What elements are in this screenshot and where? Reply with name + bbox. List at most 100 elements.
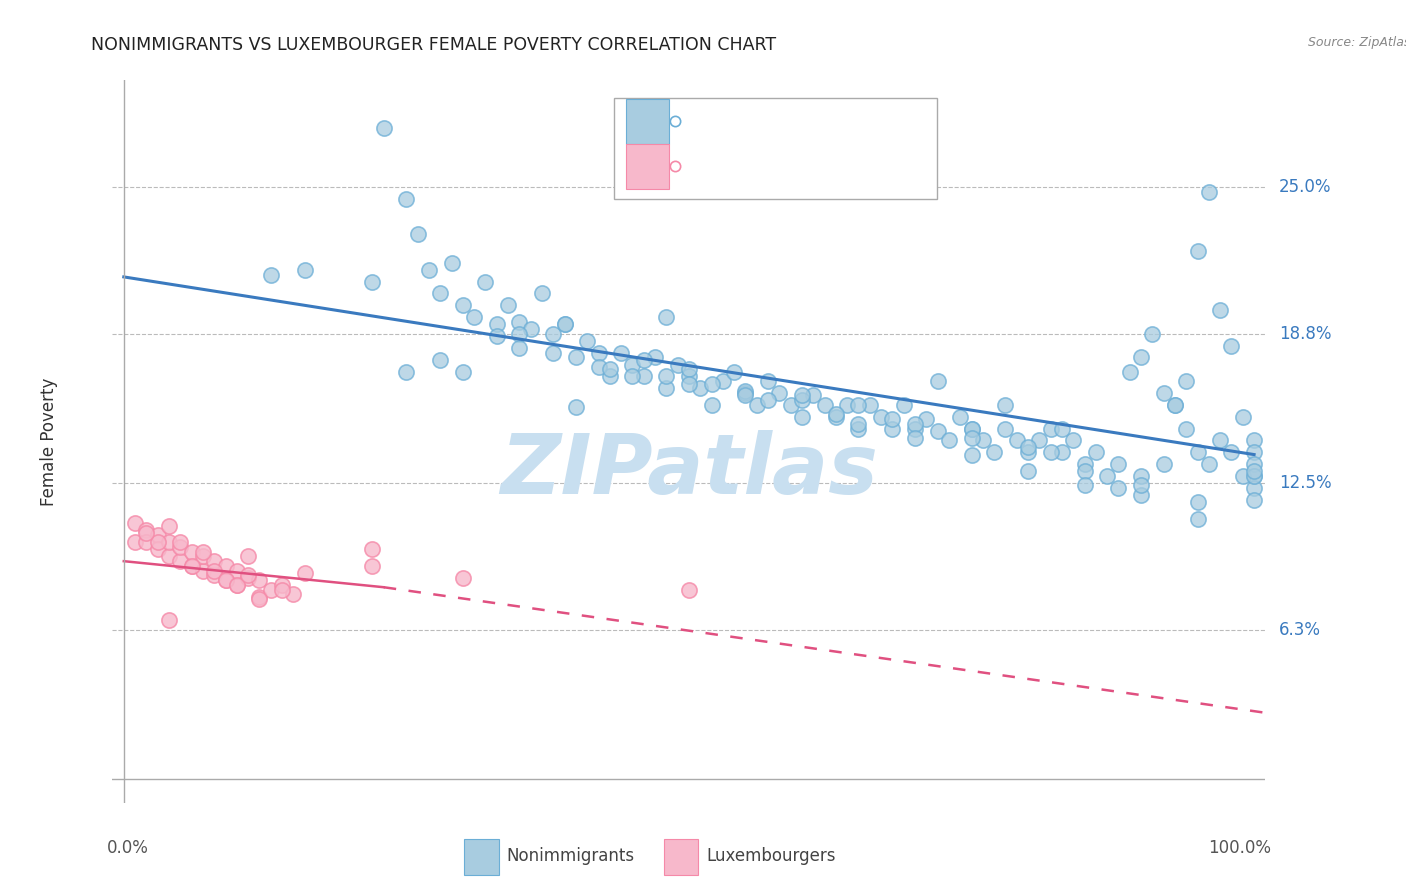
Text: Source: ZipAtlas.com: Source: ZipAtlas.com: [1308, 36, 1406, 49]
Text: 6.3%: 6.3%: [1279, 621, 1322, 639]
Point: [848, 421, 870, 435]
Point: [191, 549, 214, 564]
Point: [1209, 434, 1232, 448]
Point: [1175, 374, 1198, 388]
Point: [249, 573, 271, 587]
Text: 0.0%: 0.0%: [107, 838, 149, 857]
Point: [1175, 421, 1198, 435]
Point: [225, 578, 247, 592]
Point: [655, 369, 678, 384]
Text: 25.0%: 25.0%: [1279, 178, 1331, 196]
Point: [1130, 478, 1153, 492]
Point: [825, 409, 848, 424]
Point: [825, 407, 848, 421]
Text: R = -0.074   N =  45: R = -0.074 N = 45: [699, 157, 896, 175]
Point: [949, 409, 972, 424]
Point: [146, 542, 169, 557]
Point: [960, 421, 983, 435]
Point: [655, 310, 678, 325]
Point: [135, 535, 157, 549]
Point: [1243, 434, 1265, 448]
Point: [214, 558, 236, 573]
Point: [191, 544, 214, 558]
Point: [1130, 469, 1153, 483]
Point: [870, 409, 893, 424]
Point: [1243, 481, 1265, 495]
Point: [904, 421, 927, 435]
Point: [813, 398, 835, 412]
Point: [790, 393, 813, 408]
Point: [848, 398, 870, 412]
Point: [202, 568, 225, 582]
Point: [1243, 469, 1265, 483]
Point: [260, 268, 283, 282]
Point: [1198, 185, 1220, 199]
Point: [1107, 481, 1129, 495]
Point: [700, 398, 723, 412]
Point: [157, 614, 180, 628]
Point: [429, 286, 451, 301]
Point: [543, 345, 565, 359]
Point: [678, 582, 700, 597]
Point: [1130, 351, 1153, 365]
Point: [1198, 457, 1220, 471]
Point: [960, 448, 983, 462]
Point: [283, 587, 305, 601]
Point: [790, 388, 813, 402]
Point: [994, 398, 1017, 412]
Point: [260, 582, 283, 597]
Point: [588, 345, 610, 359]
Text: Female Poverty: Female Poverty: [39, 377, 58, 506]
Point: [1084, 445, 1107, 459]
Point: [485, 329, 508, 343]
FancyBboxPatch shape: [614, 98, 936, 200]
Point: [960, 431, 983, 445]
Point: [983, 445, 1005, 459]
Point: [599, 362, 621, 376]
Point: [1005, 434, 1028, 448]
Point: [678, 362, 700, 376]
FancyBboxPatch shape: [626, 144, 669, 189]
Point: [124, 516, 146, 531]
Point: [621, 369, 644, 384]
Point: [768, 386, 790, 401]
Point: [1130, 488, 1153, 502]
Point: [1164, 398, 1187, 412]
Point: [576, 334, 599, 348]
Point: [1220, 445, 1243, 459]
Text: NONIMMIGRANTS VS LUXEMBOURGER FEMALE POVERTY CORRELATION CHART: NONIMMIGRANTS VS LUXEMBOURGER FEMALE POV…: [91, 36, 776, 54]
FancyBboxPatch shape: [626, 99, 669, 144]
Point: [146, 535, 169, 549]
Point: [135, 524, 157, 538]
Point: [191, 564, 214, 578]
Point: [1243, 469, 1265, 483]
Point: [202, 564, 225, 578]
Point: [440, 255, 463, 269]
Point: [474, 275, 496, 289]
Point: [180, 544, 202, 558]
Point: [915, 412, 938, 426]
Point: [180, 558, 202, 573]
Point: [395, 192, 418, 206]
Point: [1095, 469, 1118, 483]
Point: [418, 262, 440, 277]
Point: [271, 582, 294, 597]
FancyBboxPatch shape: [664, 838, 699, 875]
Point: [406, 227, 429, 242]
Point: [848, 417, 870, 431]
Point: [723, 365, 745, 379]
Point: [485, 318, 508, 332]
Point: [1187, 244, 1209, 258]
Text: ZIPatlas: ZIPatlas: [501, 430, 877, 511]
Point: [530, 286, 553, 301]
Point: [1187, 445, 1209, 459]
Point: [294, 262, 316, 277]
Point: [1062, 434, 1084, 448]
Point: [236, 549, 259, 564]
Point: [1039, 445, 1062, 459]
Point: [633, 369, 655, 384]
Point: [960, 421, 983, 435]
Point: [1153, 386, 1175, 401]
Point: [734, 384, 756, 398]
Point: [1153, 457, 1175, 471]
